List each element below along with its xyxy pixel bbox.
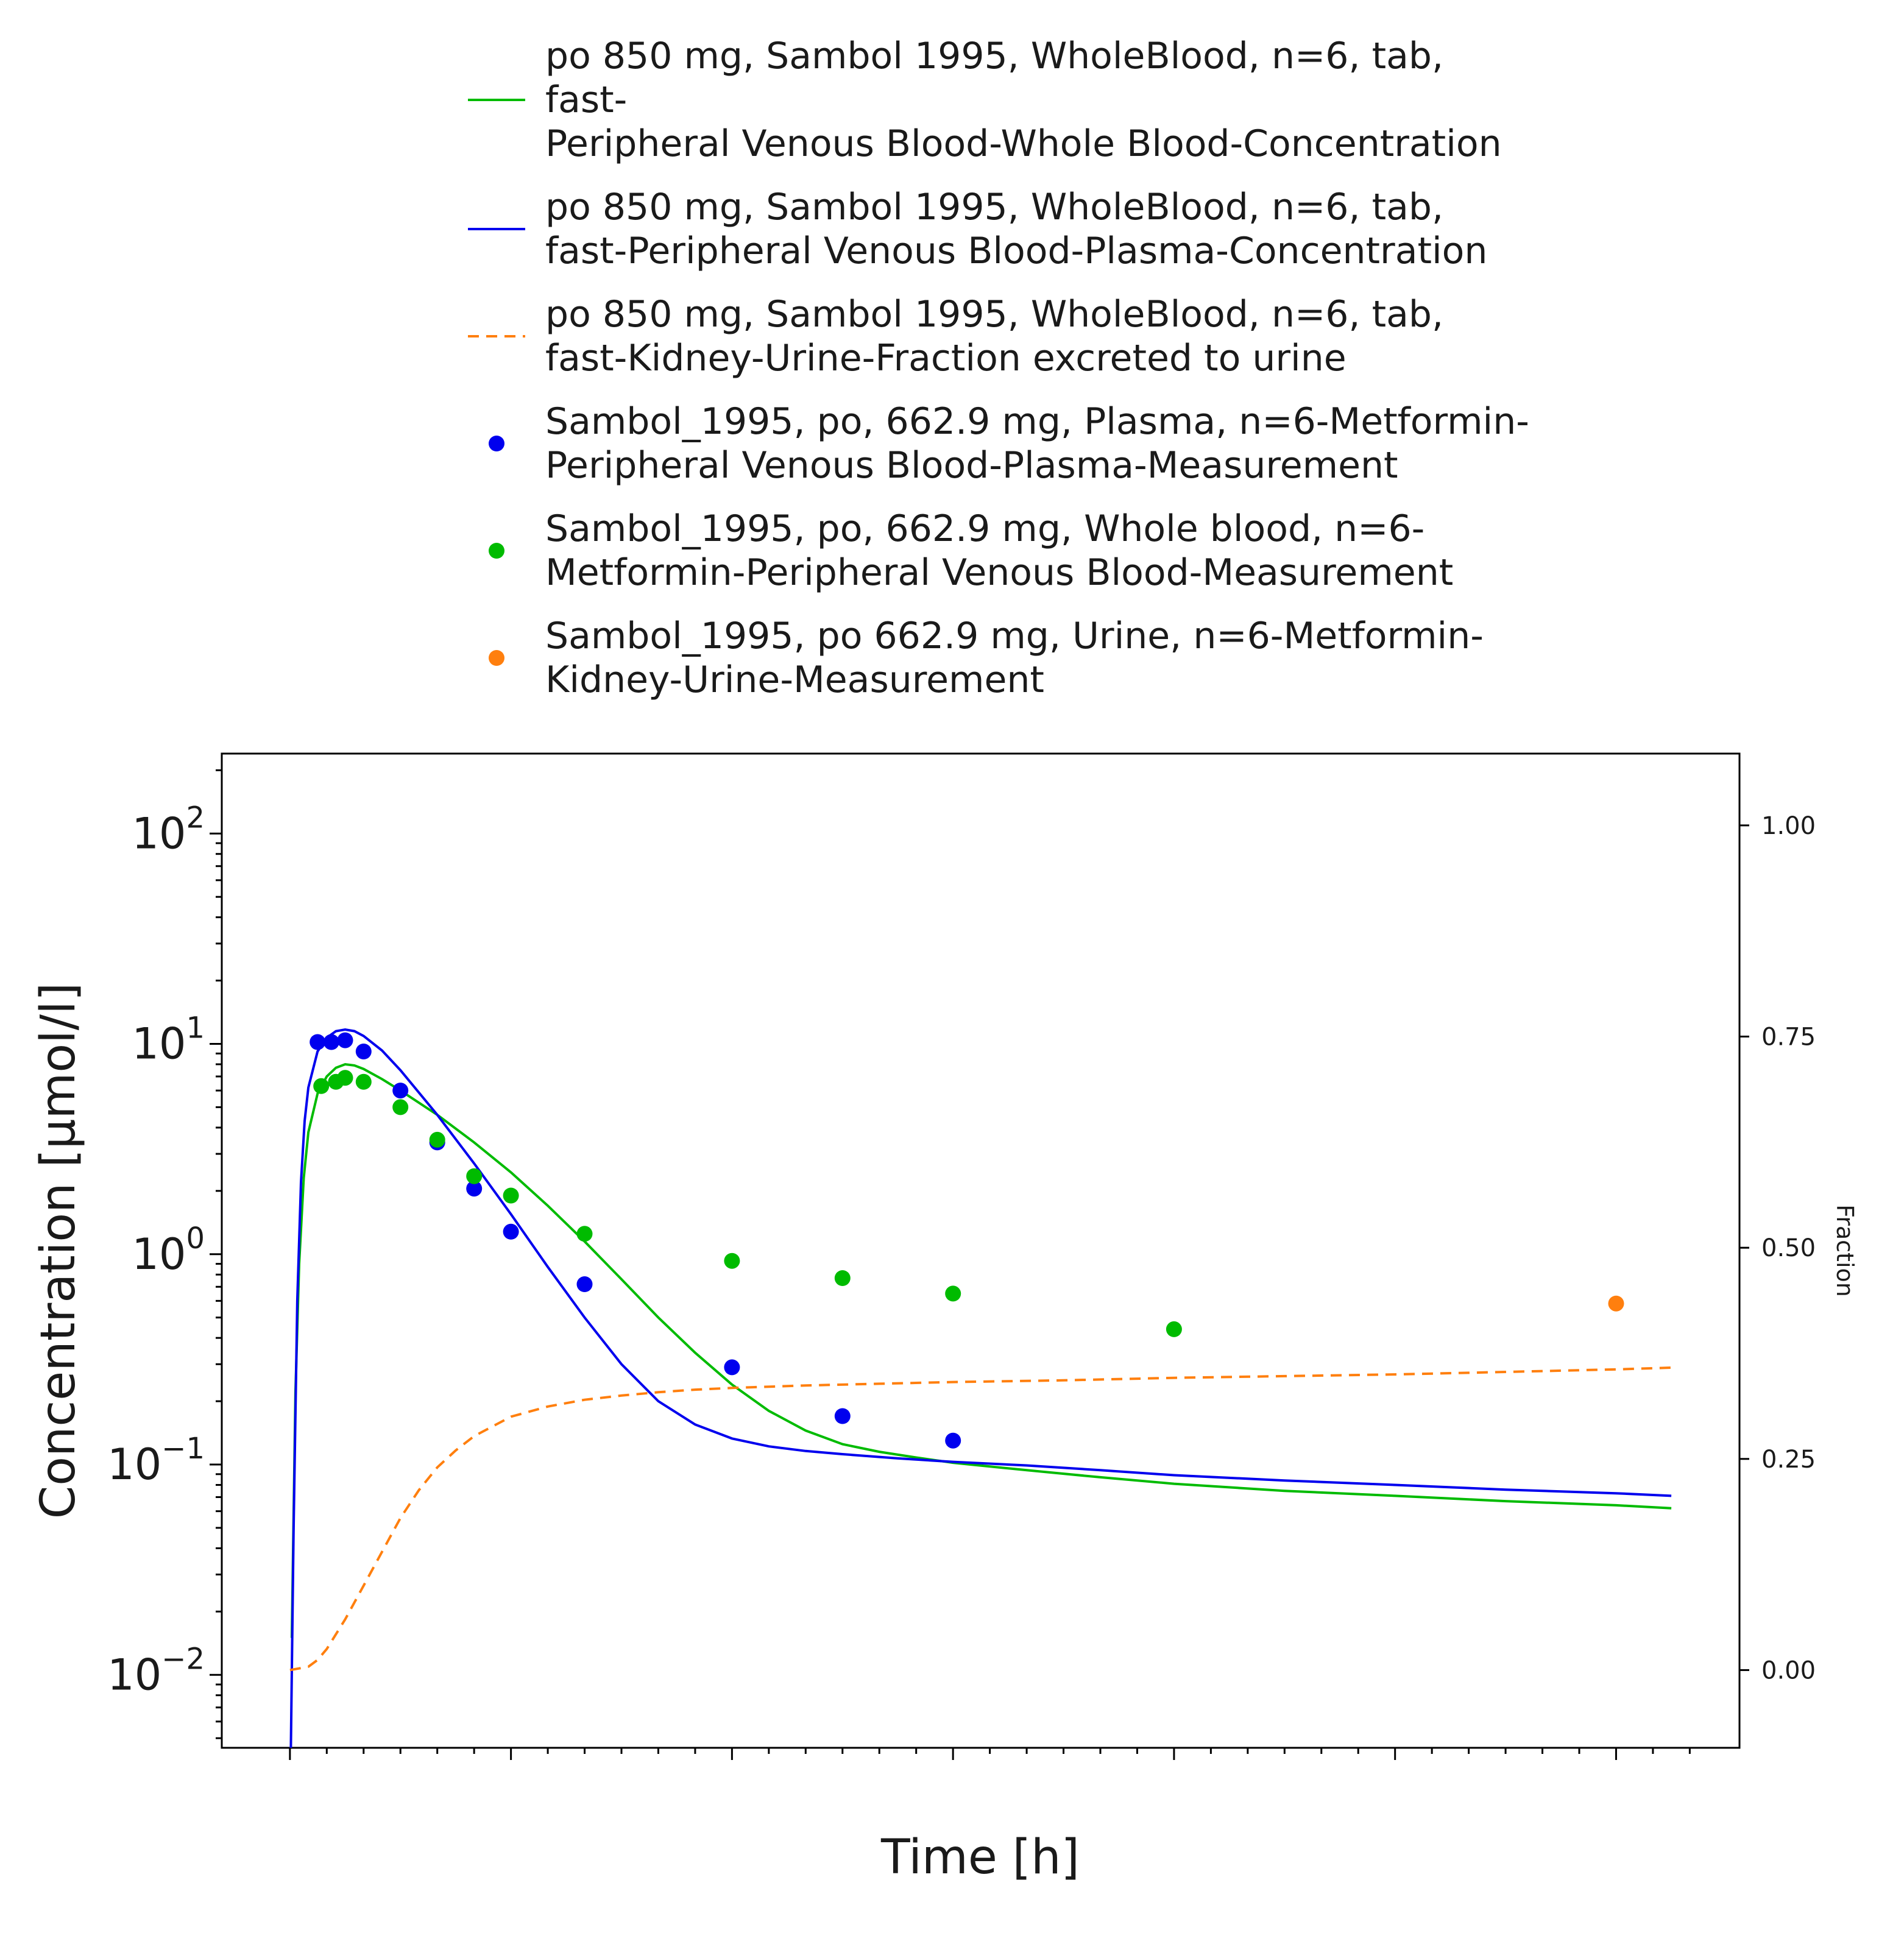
legend-label-0: po 850 mg, Sambol 1995, WholeBlood, n=6,… <box>545 35 1443 77</box>
legend-label-1: po 850 mg, Sambol 1995, WholeBlood, n=6,… <box>545 186 1443 228</box>
plot-area: 10−2 10−1 100 101 102 0.00 0.25 0.50 0.75 1.00 <box>107 752 1816 1760</box>
data-point-s3-9 <box>724 1359 740 1376</box>
data-point-s3-10 <box>834 1408 851 1424</box>
data-point-s4-9 <box>724 1253 740 1269</box>
data-point-s3-8 <box>576 1276 593 1292</box>
series-line-1 <box>289 1028 1672 1748</box>
series-layer <box>289 1028 1672 1748</box>
y-axis-left: 10−2 10−1 100 101 102 <box>107 769 222 1739</box>
data-point-s4-5 <box>429 1131 445 1148</box>
data-point-s4-2 <box>337 1070 353 1086</box>
y-tick-label: 102 <box>132 800 205 858</box>
legend-label-4: Sambol_1995, po, 662.9 mg, Whole blood, … <box>545 507 1424 550</box>
data-point-s3-7 <box>503 1223 519 1240</box>
data-point-s5-0 <box>1608 1295 1624 1312</box>
data-point-s3-4 <box>392 1083 409 1099</box>
data-point-s4-8 <box>576 1226 593 1242</box>
plot-frame <box>221 752 1741 1749</box>
data-point-s3-3 <box>355 1044 372 1059</box>
data-point-s3-11 <box>945 1432 961 1449</box>
y2-tick-label: 0.25 <box>1761 1446 1816 1474</box>
y2-tick-label: 1.00 <box>1761 812 1816 840</box>
legend-label-0: fast- <box>545 79 627 121</box>
legend-label-2: fast-Kidney-Urine-Fraction excreted to u… <box>545 337 1347 380</box>
data-point-s3-6 <box>466 1181 483 1197</box>
y-tick-label: 10−2 <box>107 1642 205 1700</box>
y2-tick-label: 0.75 <box>1761 1023 1816 1051</box>
y2-axis-title: Fraction <box>1831 1204 1858 1297</box>
data-point-s4-0 <box>313 1078 330 1094</box>
legend-label-2: po 850 mg, Sambol 1995, WholeBlood, n=6,… <box>545 293 1443 336</box>
y2-tick-label: 0.00 <box>1761 1656 1816 1684</box>
legend-label-1: fast-Peripheral Venous Blood-Plasma-Conc… <box>545 230 1487 272</box>
data-point-s4-6 <box>466 1168 483 1184</box>
series-line-2 <box>289 1366 1672 1672</box>
legend-label-3: Sambol_1995, po, 662.9 mg, Plasma, n=6-M… <box>545 400 1529 443</box>
legend-label-3: Peripheral Venous Blood-Plasma-Measureme… <box>545 444 1398 487</box>
legend-label-5: Sambol_1995, po 662.9 mg, Urine, n=6-Met… <box>545 615 1484 657</box>
y-tick-label: 100 <box>132 1221 205 1279</box>
data-point-s4-11 <box>945 1285 961 1302</box>
data-point-s4-4 <box>392 1099 409 1115</box>
y-axis-right: 0.00 0.25 0.50 0.75 1.00 <box>1739 812 1816 1684</box>
data-point-s4-10 <box>834 1270 851 1286</box>
legend-swatch-marker-5 <box>489 650 504 666</box>
y-axis-title: Concentration [µmol/l] <box>31 983 86 1519</box>
data-point-s3-2 <box>337 1032 353 1048</box>
legend-label-5: Kidney-Urine-Measurement <box>545 659 1044 701</box>
legend-swatch-marker-3 <box>489 436 504 451</box>
data-point-s4-3 <box>355 1073 372 1090</box>
legend: po 850 mg, Sambol 1995, WholeBlood, n=6,… <box>468 35 1529 701</box>
x-axis <box>289 1748 1691 1760</box>
data-point-s3-1 <box>323 1034 339 1050</box>
legend-label-4: Metformin-Peripheral Venous Blood-Measur… <box>545 551 1453 594</box>
data-point-s4-12 <box>1166 1321 1182 1337</box>
y-tick-label: 10−1 <box>107 1432 205 1490</box>
data-point-s4-7 <box>503 1187 519 1204</box>
legend-label-0: Peripheral Venous Blood-Whole Blood-Conc… <box>545 122 1502 165</box>
legend-swatch-marker-4 <box>489 543 504 559</box>
y-tick-label: 101 <box>132 1011 205 1069</box>
data-point-s3-0 <box>310 1034 326 1050</box>
y2-tick-label: 0.50 <box>1761 1234 1816 1262</box>
series-line-0 <box>290 1062 1672 1638</box>
x-axis-title: Time [h] <box>880 1830 1080 1885</box>
